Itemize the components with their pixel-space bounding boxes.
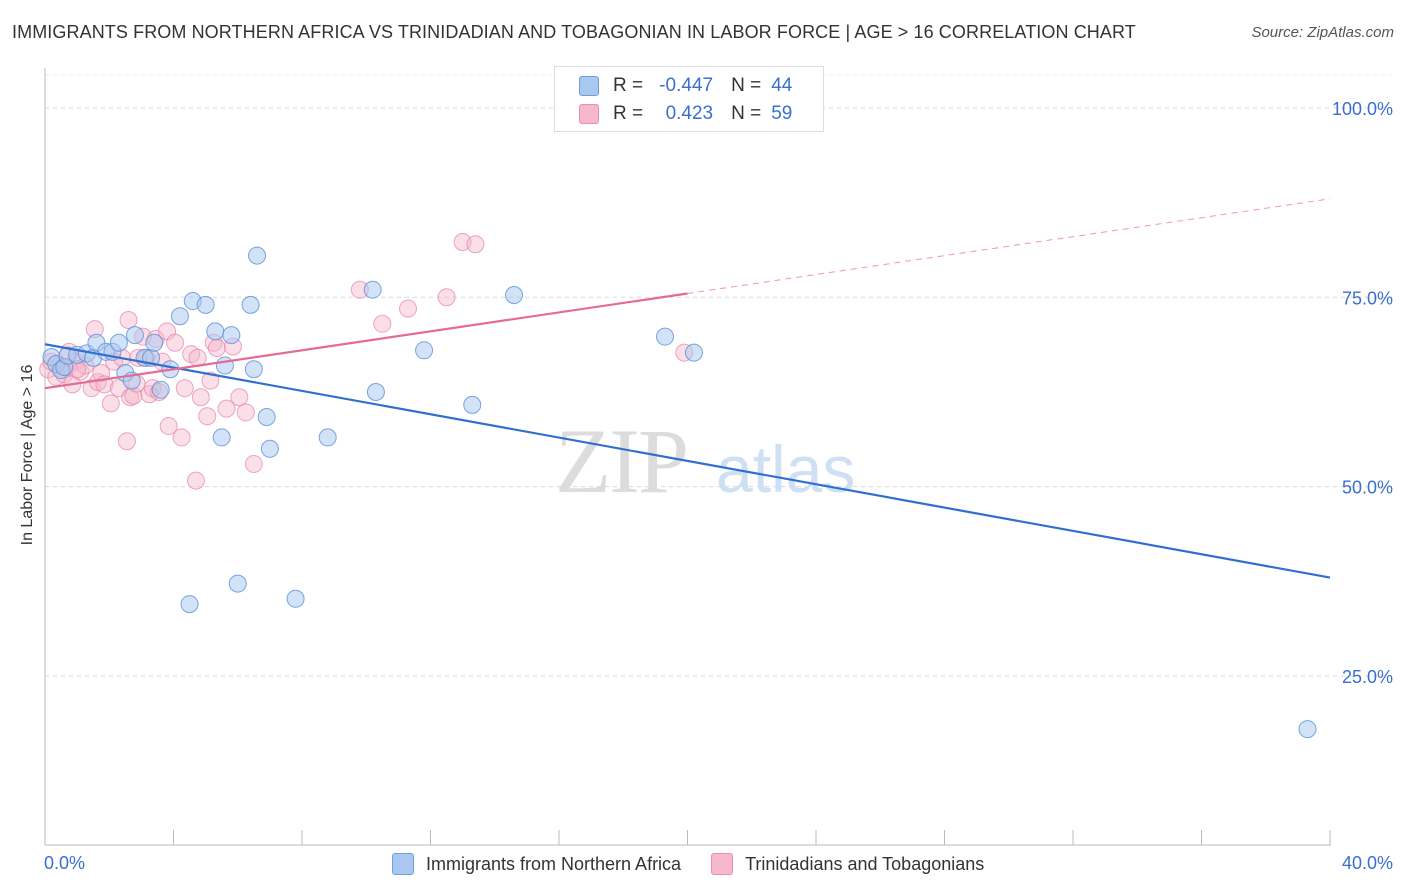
legend-r-value: 0.423 xyxy=(665,103,714,124)
y-tick-label: 50.0% xyxy=(1342,478,1393,498)
correlation-legend: R = -0.447 N = 44 R = 0.423 N = 59 xyxy=(554,66,824,132)
watermark: ZIP atlas xyxy=(555,410,855,512)
data-point-northern-africa xyxy=(286,589,305,608)
data-point-northern-africa xyxy=(151,380,170,399)
data-point-trinidadian xyxy=(191,388,210,407)
data-point-trinidadian xyxy=(198,407,217,426)
legend-swatch-blue xyxy=(579,76,599,96)
data-point-northern-africa xyxy=(228,574,247,593)
data-point-trinidadian xyxy=(207,339,226,358)
series-legend-label: Trinidadians and Tobagonians xyxy=(745,853,985,874)
legend-n-value: 44 xyxy=(771,75,793,96)
data-point-trinidadian xyxy=(101,394,120,413)
data-point-trinidadian xyxy=(119,311,138,329)
data-point-northern-africa xyxy=(248,246,267,265)
legend-row-blue: R = -0.447 N = 44 xyxy=(579,74,792,98)
chart-title: IMMIGRANTS FROM NORTHERN AFRICA VS TRINI… xyxy=(12,22,1136,42)
data-point-trinidadian xyxy=(117,432,136,451)
watermark-atlas: atlas xyxy=(716,432,855,506)
trend-lines xyxy=(44,198,1331,579)
data-point-trinidadian xyxy=(466,235,485,254)
data-point-northern-africa xyxy=(215,356,234,375)
series-legend-label: Immigrants from Northern Africa xyxy=(426,853,682,874)
x-tick-label: 0.0% xyxy=(44,853,85,873)
trend-line-trinidadian-extrapolated xyxy=(687,198,1331,294)
data-point-trinidadian xyxy=(175,379,194,398)
data-point-northern-africa xyxy=(206,322,225,341)
series-legend-item-pink: Trinidadians and Tobagonians xyxy=(711,853,984,875)
legend-n-label: N = xyxy=(731,103,762,124)
data-point-northern-africa xyxy=(170,307,189,326)
data-point-northern-africa xyxy=(415,341,434,360)
data-point-northern-africa xyxy=(505,286,524,304)
data-point-trinidadian xyxy=(236,403,255,422)
y-tick-label: 100.0% xyxy=(1332,99,1393,119)
data-point-northern-africa xyxy=(196,295,215,314)
legend-r-value: -0.447 xyxy=(659,75,714,96)
data-point-northern-africa xyxy=(244,360,263,379)
data-point-trinidadian xyxy=(159,417,178,436)
data-point-trinidadian xyxy=(172,428,191,447)
data-point-northern-africa xyxy=(222,326,241,345)
y-tick-label: 25.0% xyxy=(1342,667,1393,687)
y-axis-label: In Labor Force | Age > 16 xyxy=(19,364,36,546)
legend-row-pink: R = 0.423 N = 59 xyxy=(579,102,792,126)
data-point-trinidadian xyxy=(201,371,220,390)
legend-n-value: 59 xyxy=(771,103,793,124)
data-point-northern-africa xyxy=(180,595,199,614)
data-point-northern-africa xyxy=(366,382,385,401)
data-point-trinidadian xyxy=(217,399,236,418)
source-label: Source: ZipAtlas.com xyxy=(1251,24,1394,41)
legend-r-label: R = xyxy=(613,103,644,124)
data-point-trinidadian xyxy=(437,288,456,307)
data-point-northern-africa xyxy=(109,333,128,352)
trend-line-trinidadian xyxy=(44,292,688,390)
grid-lines xyxy=(45,74,1392,677)
series-legend: Immigrants from Northern Africa Trinidad… xyxy=(392,853,1014,875)
data-point-trinidadian xyxy=(230,388,249,407)
y-tick-label: 75.0% xyxy=(1342,288,1393,308)
data-point-trinidadian xyxy=(244,454,263,473)
data-point-northern-africa xyxy=(1298,720,1317,739)
axes xyxy=(44,68,1331,846)
series-swatch-blue xyxy=(392,853,414,875)
data-point-trinidadian xyxy=(92,364,111,383)
data-point-trinidadian xyxy=(373,314,392,333)
watermark-zip: ZIP xyxy=(555,410,687,512)
legend-n-label: N = xyxy=(731,75,762,96)
legend-swatch-pink xyxy=(579,104,599,124)
data-point-northern-africa xyxy=(463,395,482,414)
series-swatch-pink xyxy=(711,853,734,875)
data-point-trinidadian xyxy=(186,471,205,490)
legend-r-label: R = xyxy=(613,75,644,96)
data-point-northern-africa xyxy=(260,439,279,458)
data-point-northern-africa xyxy=(257,407,276,426)
series-legend-item-blue: Immigrants from Northern Africa xyxy=(392,853,681,875)
data-point-northern-africa xyxy=(145,333,164,352)
data-point-trinidadian xyxy=(399,299,418,318)
data-point-northern-africa xyxy=(125,326,144,345)
data-point-northern-africa xyxy=(656,327,675,346)
trend-line-northern-africa xyxy=(44,343,1331,579)
data-point-northern-africa xyxy=(684,343,703,362)
data-point-northern-africa xyxy=(212,428,231,447)
tick-labels: 100.0% 75.0% 50.0% 25.0% 0.0% 40.0% xyxy=(44,99,1393,873)
data-point-trinidadian xyxy=(166,333,185,352)
data-point-northern-africa xyxy=(241,295,260,314)
data-point-northern-africa xyxy=(318,428,337,447)
data-point-northern-africa xyxy=(363,280,382,299)
x-tick-label: 40.0% xyxy=(1342,853,1393,873)
